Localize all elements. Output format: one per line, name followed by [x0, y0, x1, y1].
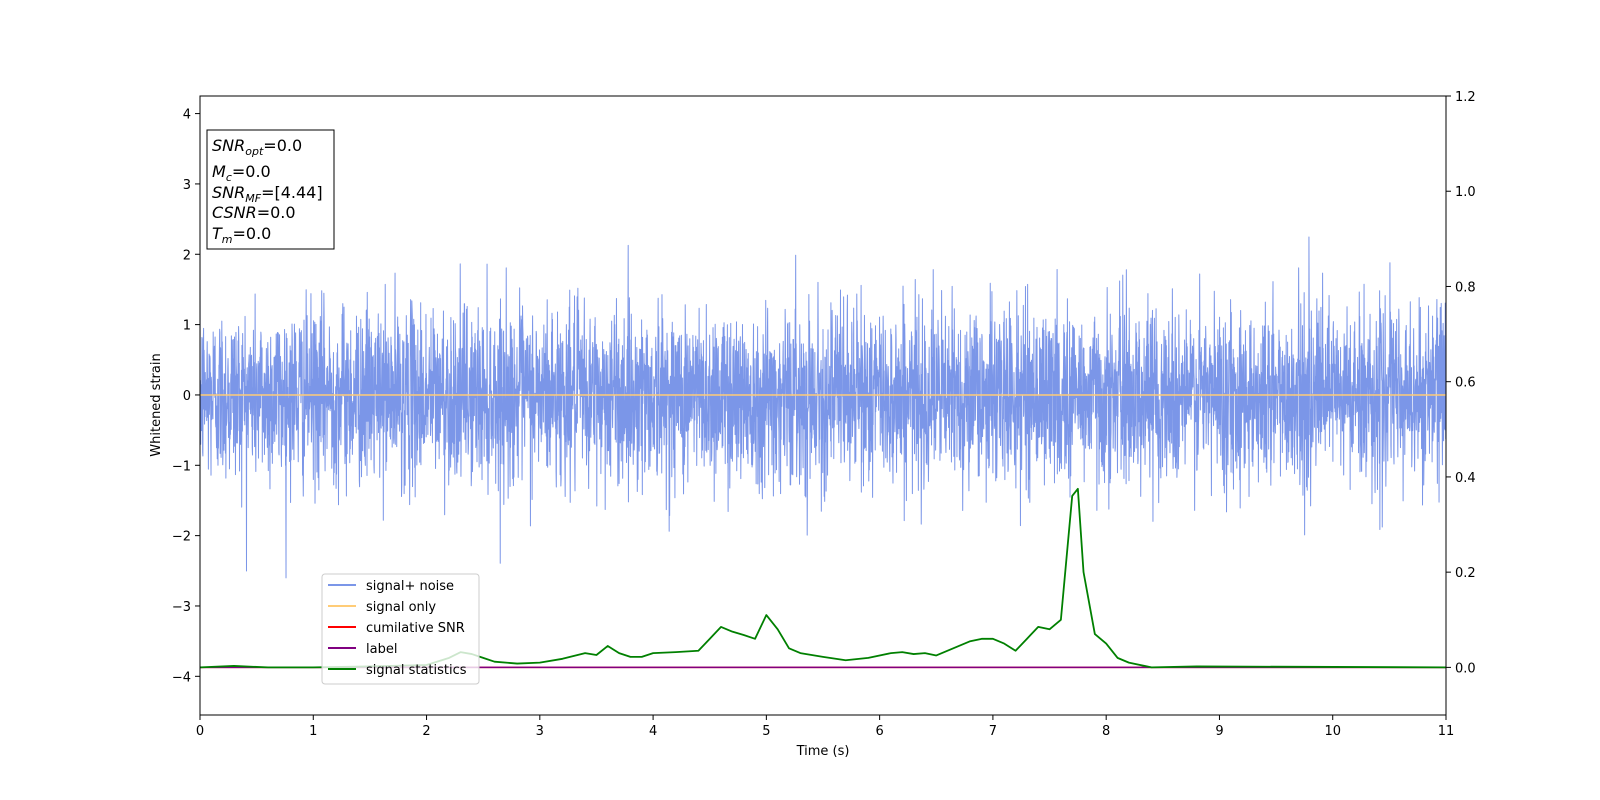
x-tick-label: 9: [1215, 724, 1223, 739]
x-tick-label: 2: [422, 724, 430, 739]
y2-tick-label: 0.4: [1455, 471, 1476, 486]
x-tick-label: 7: [989, 724, 997, 739]
y-tick-label: 0: [183, 389, 191, 404]
x-tick-label: 4: [649, 724, 657, 739]
legend-label-signal-statistics: signal statistics: [366, 663, 467, 678]
plot-area-frame: [199, 95, 1447, 716]
info-csnr: CSNR=0.0: [212, 203, 296, 222]
info-box-frame: [206, 129, 335, 250]
legend-label-cumulative-snr: cumilative SNR: [366, 621, 465, 636]
legend-label-signal-noise: signal+ noise: [366, 579, 454, 594]
y-tick-label: 2: [183, 248, 191, 263]
info-box: SNRopt=0.0 Mc=0.0 SNRMF=[4.44] CSNR=0.0 …: [206, 129, 335, 250]
series-signal-noise: [200, 236, 1446, 579]
x-tick-label: 10: [1324, 724, 1341, 739]
y-tick-label: 4: [183, 108, 191, 123]
x-tick-label: 8: [1102, 724, 1110, 739]
x-axis-label: Time (s): [796, 744, 850, 759]
y-tick-label: −3: [172, 600, 191, 615]
y2-tick-label: 1.2: [1455, 90, 1476, 105]
info-mc: Mc=0.0: [212, 162, 271, 184]
x-tick-label: 11: [1438, 724, 1455, 739]
info-snr-opt: SNRopt=0.0: [212, 136, 302, 158]
y2-tick-label: 1.0: [1455, 185, 1476, 200]
x-tick-label: 1: [309, 724, 317, 739]
x-tick-label: 6: [875, 724, 883, 739]
y-tick-label: −4: [172, 670, 191, 685]
legend-frame: [321, 573, 480, 685]
x-tick-label: 5: [762, 724, 770, 739]
y-tick-label: −1: [172, 459, 191, 474]
x-tick-label: 3: [536, 724, 544, 739]
y-tick-label: 1: [183, 319, 191, 334]
info-tm: Tm=0.0: [212, 224, 271, 246]
info-snr-mf: SNRMF=[4.44]: [212, 183, 323, 205]
y-tick-label: −2: [172, 530, 191, 545]
x-tick-label: 0: [196, 724, 204, 739]
y2-tick-label: 0.0: [1455, 661, 1476, 676]
legend-label-signal-only: signal only: [366, 600, 436, 615]
x-axis: 0 1 2 3 4 5 6 7 8 9 10 11: [196, 715, 1454, 739]
y2-tick-label: 0.8: [1455, 280, 1476, 295]
y-axis-right: 1.2 1.0 0.8 0.6 0.4 0.2 0.0: [1446, 90, 1476, 676]
y-axis-label: Whitened strain: [149, 353, 164, 456]
legend: signal+ noise signal only cumilative SNR…: [321, 573, 480, 685]
legend-label-label: label: [366, 642, 397, 657]
y-tick-label: 3: [183, 178, 191, 193]
y2-tick-label: 0.6: [1455, 376, 1476, 391]
series-signal-statistics: [200, 487, 1446, 669]
y2-tick-label: 0.2: [1455, 566, 1476, 581]
y-axis-left: 4 3 2 1 0 −1 −2 −3 −4: [172, 108, 200, 685]
